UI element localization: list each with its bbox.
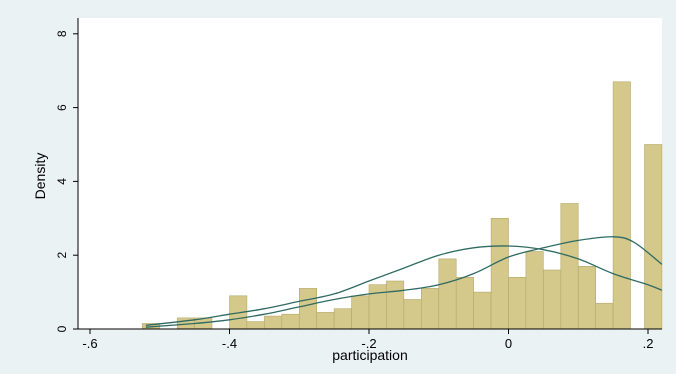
- x-tick-label-1: -.4: [222, 336, 237, 351]
- y-tick-label-2: 4: [55, 178, 69, 185]
- histogram-bar-21: [543, 269, 562, 330]
- y-tick-label-1: 2: [55, 252, 69, 259]
- y-axis-label: Density: [32, 153, 48, 200]
- histogram-bar-16: [455, 276, 474, 330]
- histogram-bar-14: [420, 288, 439, 330]
- y-tick-label-3: 6: [55, 104, 69, 111]
- histogram-bar-8: [316, 312, 335, 330]
- histogram-bar-22: [560, 203, 579, 330]
- histogram-bar-24: [595, 302, 614, 330]
- y-tick-label-0: 0: [55, 325, 69, 332]
- histogram-bar-7: [298, 288, 317, 330]
- histogram-bar-25: [612, 81, 631, 330]
- histogram-bar-26: [644, 144, 663, 330]
- histogram-bar-12: [386, 280, 405, 330]
- histogram-bar-23: [577, 265, 596, 330]
- y-ticks: 0 2 4 6 8: [55, 30, 78, 332]
- x-tick-label-3: 0: [505, 336, 512, 351]
- histogram-bar-6: [281, 313, 300, 330]
- histogram-bar-4: [246, 321, 265, 330]
- x-axis-label: participation: [332, 347, 408, 363]
- histogram-bar-5: [264, 315, 283, 330]
- x-tick-label-4: .2: [643, 336, 654, 351]
- histogram-bar-19: [508, 276, 527, 330]
- x-tick-label-2: -.2: [361, 336, 376, 351]
- y-tick-label-4: 8: [55, 30, 69, 37]
- density-line-1: [145, 236, 663, 328]
- histogram-bar-11: [368, 284, 387, 330]
- x-ticks: -.6 -.4 -.2 0 .2: [82, 329, 653, 351]
- histogram-bar-20: [525, 251, 544, 330]
- histogram-bar-10: [351, 295, 370, 330]
- density-lines-layer: [145, 236, 663, 328]
- histogram-bar-18: [490, 218, 509, 330]
- histogram-bar-13: [403, 299, 422, 330]
- histogram-bar-9: [333, 308, 352, 330]
- density-line-0: [145, 245, 663, 326]
- histogram-bar-17: [473, 291, 492, 330]
- bars-layer: [142, 81, 663, 330]
- x-tick-label-0: -.6: [82, 336, 97, 351]
- histogram-bar-15: [438, 258, 457, 330]
